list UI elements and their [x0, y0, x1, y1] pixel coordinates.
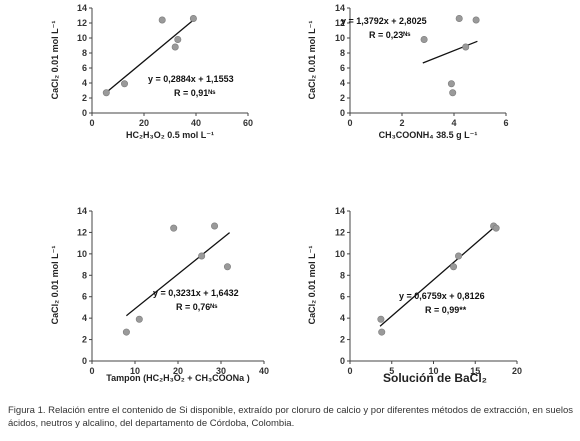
data-point: [472, 16, 480, 24]
trendline: [125, 232, 231, 317]
r-value: R = 0,99**: [425, 305, 467, 315]
data-point: [449, 89, 457, 97]
r-value: R = 0,91ᴺˢ: [174, 88, 216, 98]
x-tick-label: 15: [470, 366, 480, 376]
y-axis-label: CaCl₂ 0.01 mol L⁻¹: [50, 21, 60, 100]
y-tick-label: 8: [340, 270, 345, 280]
x-tick-label: 0: [89, 366, 94, 376]
data-point: [455, 15, 463, 23]
y-tick-label: 0: [82, 108, 87, 118]
data-point: [211, 222, 219, 230]
data-point: [189, 15, 197, 23]
data-point: [174, 35, 182, 43]
x-tick-label: 20: [139, 118, 149, 128]
y-tick-label: 6: [82, 292, 87, 302]
y-tick-label: 2: [340, 93, 345, 103]
regression-equation: y = 0,3231x + 1,6432: [153, 288, 239, 298]
y-tick-label: 10: [77, 33, 87, 43]
y-tick-label: 8: [340, 48, 345, 58]
x-tick-label: 6: [503, 118, 508, 128]
regression-equation: y = 1,3792x + 2,8025: [341, 16, 427, 26]
data-point: [135, 315, 143, 323]
x-tick-label: 0: [347, 118, 352, 128]
y-tick-label: 14: [77, 3, 87, 13]
data-point: [170, 224, 178, 232]
scatter-chart-4: 0 2 4 6 8 10 12 14 0 5 10 15 20 y = 0,6759x + 0,8126 R…: [307, 206, 522, 385]
y-tick-label: 0: [340, 108, 345, 118]
data-point: [158, 16, 166, 24]
data-point: [378, 328, 386, 336]
x-tick-label: 40: [191, 118, 201, 128]
y-tick-label: 4: [82, 313, 87, 323]
regression-equation: y = 0,6759x + 0,8126: [399, 291, 485, 301]
y-tick-label: 8: [82, 270, 87, 280]
y-tick-label: 14: [77, 206, 87, 216]
y-tick-label: 4: [340, 78, 345, 88]
data-point: [198, 252, 206, 260]
y-tick-label: 6: [340, 63, 345, 73]
y-tick-label: 0: [82, 356, 87, 366]
x-tick-label: 0: [89, 118, 94, 128]
y-tick-label: 8: [82, 48, 87, 58]
trendline: [104, 17, 197, 95]
x-tick-label: 5: [389, 366, 394, 376]
y-tick-label: 10: [77, 249, 87, 259]
y-tick-label: 6: [82, 63, 87, 73]
x-axis-label: HC₂H₃O₂ 0.5 mol L⁻¹: [126, 130, 214, 140]
x-tick-label: 60: [243, 118, 253, 128]
x-tick-label: 4: [451, 118, 456, 128]
y-tick-label: 12: [77, 227, 87, 237]
x-tick-label: 2: [399, 118, 404, 128]
y-tick-label: 4: [340, 313, 345, 323]
r-value: R = 0,23ᴺˢ: [369, 30, 411, 40]
y-tick-label: 4: [82, 78, 87, 88]
data-point: [122, 328, 130, 336]
y-axis-label: CaCl₂ 0.01 mol L⁻¹: [50, 246, 60, 325]
x-tick-label: 10: [428, 366, 438, 376]
y-tick-label: 12: [335, 18, 345, 28]
regression-equation: y = 0,2884x + 1,1553: [148, 74, 234, 84]
x-tick-label: 10: [130, 366, 140, 376]
x-tick-label: 30: [216, 366, 226, 376]
y-tick-label: 2: [340, 335, 345, 345]
r-value: R = 0,76ᴺˢ: [176, 302, 218, 312]
x-axis-label: Solución de BaCl₂: [383, 371, 487, 385]
scatter-chart-2: 0 2 4 6 8 10 12 14 0 2 4 6 y = 1,3792x + 2,8025 R = 0…: [307, 3, 509, 140]
data-point: [450, 263, 458, 271]
y-tick-label: 10: [335, 249, 345, 259]
trendline: [379, 224, 498, 327]
y-tick-label: 14: [335, 206, 345, 216]
data-point: [171, 43, 179, 51]
y-tick-label: 10: [335, 33, 345, 43]
y-axis-label: CaCl₂ 0.01 mol L⁻¹: [307, 21, 317, 100]
y-tick-label: 2: [82, 335, 87, 345]
y-tick-label: 14: [335, 3, 345, 13]
x-axis-label: CH₃COONH₄ 38.5 g L⁻¹: [379, 130, 478, 140]
x-tick-label: 0: [347, 366, 352, 376]
x-tick-label: 20: [512, 366, 522, 376]
y-tick-label: 0: [340, 356, 345, 366]
data-point: [121, 80, 129, 88]
data-point: [455, 252, 463, 260]
data-point: [462, 43, 470, 51]
data-point: [377, 315, 385, 323]
y-tick-label: 6: [340, 292, 345, 302]
figure-caption: Figura 1. Relación entre el contenido de…: [8, 405, 574, 429]
y-tick-label: 12: [77, 18, 87, 28]
data-point: [420, 35, 428, 43]
y-axis-label: CaCl₂ 0.01 mol L⁻¹: [307, 246, 317, 325]
data-point: [223, 263, 231, 271]
data-point: [447, 80, 455, 88]
data-point: [102, 89, 110, 97]
scatter-chart-1: 0 2 4 6 8 10 12 14 0 20 40 60 y = 0,2884x + 1,1553 R …: [50, 3, 253, 140]
data-point: [492, 224, 500, 232]
x-tick-label: 20: [173, 366, 183, 376]
x-axis-label: Tampon (HC₂H₃O₂ + CH₃COONa ): [106, 373, 249, 383]
trendline: [422, 40, 478, 64]
y-tick-label: 12: [335, 227, 345, 237]
scatter-chart-3: 0 2 4 6 8 10 12 14 0 10 20 30 40 y = 0,3231x + 1,6432…: [50, 206, 269, 383]
x-tick-label: 40: [259, 366, 269, 376]
y-tick-label: 2: [82, 93, 87, 103]
